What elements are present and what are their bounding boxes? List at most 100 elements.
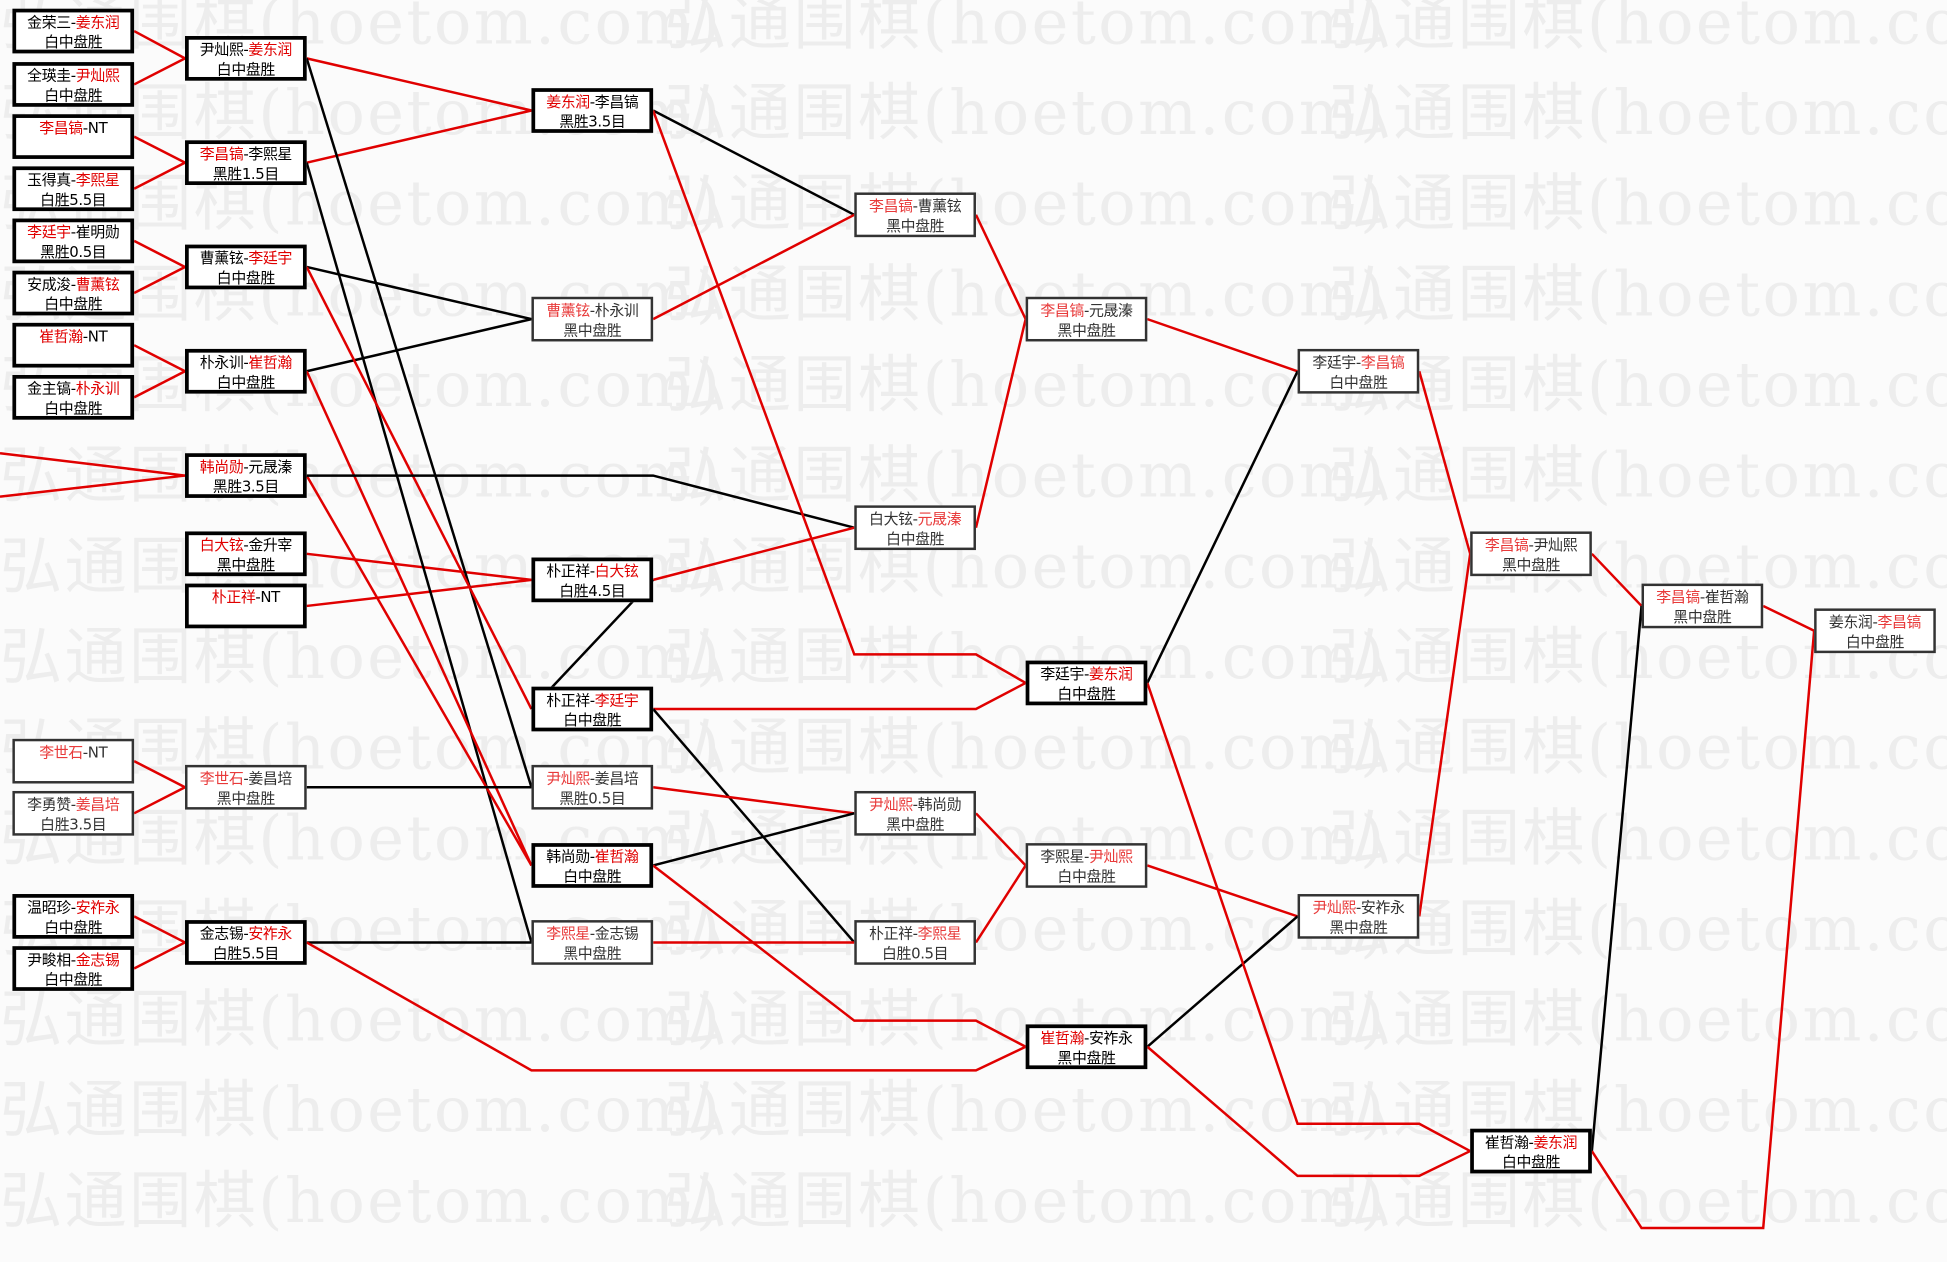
player-black: 李廷宇: [1040, 665, 1084, 683]
player-black: 玉得真: [27, 171, 71, 189]
match-box[interactable]: 朴正祥-白大铉 白胜4.5目: [531, 557, 654, 603]
match-box[interactable]: 玉得真-李熙星 白胜5.5目: [12, 166, 135, 212]
match-box[interactable]: 尹灿熙-安祚永 黑中盘胜: [1297, 894, 1420, 939]
winner-connector-line: [1146, 317, 1298, 373]
match-box[interactable]: 姜东润-李昌镐 白中盘胜: [1814, 608, 1936, 654]
match-box[interactable]: 韩尚勋-元晟溱 黑胜3.5目: [185, 453, 307, 498]
match-box[interactable]: 朴正祥-李熙星 白胜0.5目: [854, 920, 976, 965]
match-result: 白中盘胜: [1501, 1153, 1561, 1171]
player-white: 尹灿熙: [1088, 848, 1133, 866]
separator: -: [1528, 536, 1534, 554]
match-box[interactable]: 金主镐-朴永训 白中盘胜: [12, 374, 135, 420]
player-black: 金主镐: [27, 379, 71, 398]
match-box[interactable]: 李廷宇-姜东润 白中盘胜: [1025, 660, 1148, 706]
match-players: 姜东润-李昌镐: [1817, 612, 1934, 632]
match-players: 金志锡-安祚永: [189, 924, 303, 944]
match-box[interactable]: 李昌镐-元晟溱 黑中盘胜: [1025, 296, 1148, 342]
match-box[interactable]: 崔哲瀚-姜东润 白中盘胜: [1470, 1128, 1592, 1174]
match-box[interactable]: 李昌镐-NT: [12, 114, 135, 159]
match-box[interactable]: 崔哲瀚-安祚永 黑中盘胜: [1025, 1024, 1148, 1070]
separator: -: [70, 223, 76, 241]
match-box[interactable]: 曹薰铉-李廷宇 白中盘胜: [185, 244, 307, 290]
loser-connector-line: [1146, 915, 1299, 1048]
player-white: 姜昌培: [248, 769, 292, 788]
match-box[interactable]: 金志锡-安祚永 白胜5.5目: [185, 920, 307, 965]
match-box[interactable]: 温昭珍-安祚永 白中盘胜: [12, 894, 135, 939]
match-box[interactable]: 尹灿熙-姜东润 白中盘胜: [185, 36, 307, 81]
match-box[interactable]: 李世石-姜昌培 黑中盘胜: [185, 764, 307, 810]
winner-connector-line: [652, 213, 855, 321]
match-box[interactable]: 安成浚-曹薰铉 白中盘胜: [12, 270, 135, 316]
separator: -: [1355, 353, 1361, 372]
watermark-text: 弘通围棋(hoetom.com): [1328, 892, 1947, 965]
match-box[interactable]: 李昌镐-尹灿熙 黑中盘胜: [1470, 531, 1592, 577]
match-box[interactable]: 李廷宇-李昌镐 白中盘胜: [1297, 348, 1420, 394]
match-box[interactable]: 李勇赞-姜昌培 白胜3.5目: [12, 790, 135, 836]
match-players: 李世石-NT: [15, 743, 132, 763]
match-players: 朴正祥-李廷宇: [535, 690, 649, 710]
winner-connector-line: [1146, 864, 1298, 918]
match-box[interactable]: 朴正祥-李廷宇 白中盘胜: [531, 686, 654, 732]
winner-connector-line: [133, 760, 186, 789]
watermark-text: 弘通围棋(hoetom.com): [0, 1074, 723, 1147]
match-box[interactable]: 全瑛圭-尹灿熙 白中盘胜: [12, 62, 135, 107]
match-players: 金主镐-朴永训: [16, 379, 130, 399]
watermark-text: 弘通围棋(hoetom.com): [664, 711, 1387, 784]
match-box[interactable]: 韩尚勋-崔哲瀚 白中盘胜: [531, 843, 654, 888]
player-white: 姜东润: [248, 40, 292, 59]
player-white: 金志锡: [594, 925, 639, 943]
match-result: 黑中盘胜: [886, 217, 945, 235]
match-result: 白中盘胜: [563, 711, 622, 729]
player-white: 姜东润: [1533, 1133, 1578, 1152]
winner-connector-line: [133, 786, 186, 815]
winner-connector-line: [652, 526, 855, 582]
match-box[interactable]: 金荣三-姜东润 白中盘胜: [12, 8, 135, 54]
match-box[interactable]: 朴永训-崔哲瀚 白中盘胜: [185, 348, 307, 394]
match-box[interactable]: 尹畯相-金志锡 白中盘胜: [12, 946, 135, 991]
separator: -: [1699, 588, 1705, 606]
match-box[interactable]: 白大铉-金升宰 黑中盘胜: [185, 531, 307, 577]
match-result: 白中盘胜: [1845, 633, 1905, 651]
match-box[interactable]: 李世石-NT: [12, 738, 135, 784]
player-white: 崔哲瀚: [1704, 588, 1749, 606]
match-box[interactable]: 李昌镐-崔哲瀚 黑中盘胜: [1641, 583, 1764, 629]
match-box[interactable]: 李廷宇-崔明勋 黑胜0.5目: [12, 218, 135, 264]
player-black: 姜东润: [1828, 613, 1873, 631]
match-box[interactable]: 白大铉-元晟溱 白中盘胜: [854, 505, 976, 551]
match-players: 温昭珍-安祚永: [16, 898, 130, 918]
player-black: 尹畯相: [27, 951, 71, 969]
match-box[interactable]: 李昌镐-李熙星 黑胜1.5目: [185, 140, 307, 186]
match-box[interactable]: 姜东润-李昌镐 黑胜3.5目: [531, 88, 654, 133]
watermark-text: 弘通围棋(hoetom.com): [0, 620, 723, 693]
match-box[interactable]: 崔哲瀚-NT: [12, 322, 135, 368]
match-result: 白中盘胜: [216, 373, 275, 392]
player-white: 安祚永: [1360, 898, 1405, 917]
match-players: 玉得真-李熙星: [16, 170, 130, 190]
winner-connector-line: [133, 161, 186, 190]
match-result: 白中盘胜: [886, 530, 945, 548]
match-box[interactable]: 李熙星-尹灿熙 白中盘胜: [1025, 843, 1148, 888]
match-players: 姜东润-李昌镐: [535, 92, 649, 112]
match-players: 李熙星-金志锡: [534, 924, 651, 944]
match-players: 李熙星-尹灿熙: [1028, 847, 1145, 867]
player-black: 崔哲瀚: [1484, 1133, 1529, 1152]
match-box[interactable]: 朴正祥-NT: [185, 583, 307, 629]
player-white: NT: [87, 743, 108, 762]
watermark-text: 弘通围棋(hoetom.com): [664, 530, 1387, 603]
match-result: 白中盘胜: [44, 86, 103, 105]
separator: -: [243, 769, 249, 788]
winner-connector-line: [653, 681, 1027, 711]
match-players: 尹灿熙-姜昌培: [534, 769, 651, 789]
separator: -: [589, 691, 595, 710]
winner-connector-line: [133, 135, 186, 164]
match-box[interactable]: 李熙星-金志锡 黑中盘胜: [531, 920, 654, 965]
match-box[interactable]: 尹灿熙-韩尚勋 黑中盘胜: [854, 790, 976, 836]
match-result: 白中盘胜: [44, 295, 103, 313]
match-box[interactable]: 李昌镐-曹薰铉 黑中盘胜: [854, 192, 976, 238]
player-black: 白大铉: [869, 510, 913, 528]
match-box[interactable]: 曹薰铉-朴永训 黑中盘胜: [531, 296, 654, 342]
separator: -: [1872, 613, 1878, 631]
match-box[interactable]: 尹灿熙-姜昌培 黑胜0.5目: [531, 764, 654, 810]
match-players: 曹薰铉-李廷宇: [189, 248, 303, 268]
